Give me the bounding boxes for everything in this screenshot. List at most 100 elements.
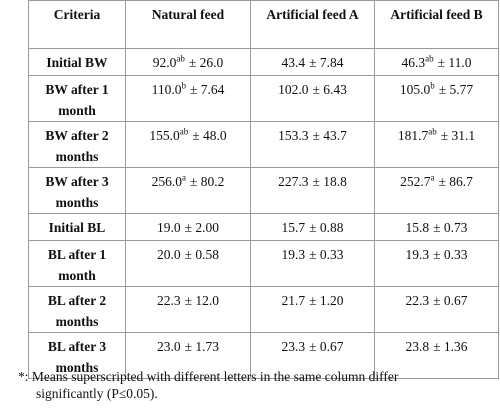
- data-cell: 46.3ab ± 11.0: [374, 48, 499, 76]
- data-cell: 19.3 ± 0.33: [374, 240, 499, 287]
- mean-value: 46.3: [401, 55, 426, 70]
- std-error: ± 80.2: [189, 174, 225, 189]
- std-error: ± 1.36: [433, 339, 468, 354]
- data-cell: 153.3 ± 43.7: [250, 121, 375, 168]
- mean-value: 92.0: [152, 55, 177, 70]
- data-cell: 227.3 ± 18.8: [250, 167, 375, 214]
- row-label: BW after 1 month: [28, 75, 126, 122]
- footnote: *: Means superscripted with different le…: [18, 369, 399, 401]
- data-cell: 110.0b ± 7.64: [125, 75, 251, 122]
- mean-value: 105.0: [399, 82, 431, 97]
- mean-value: 20.0: [156, 247, 181, 262]
- table-row: BL after 3 months 23.0 ± 1.73 23.3 ± 0.67 23.…: [28, 332, 499, 379]
- table-row: BW after 3 months 256.0a ± 80.2 227.3 ± 18.8…: [28, 167, 499, 214]
- std-error: ± 6.43: [312, 82, 347, 97]
- significance-letters: ab: [179, 126, 189, 137]
- data-cell: 92.0ab ± 26.0: [125, 48, 251, 76]
- mean-value: 110.0: [151, 82, 182, 97]
- mean-value: 102.0: [278, 82, 309, 97]
- mean-value: 256.0: [151, 174, 182, 189]
- std-error: ± 31.1: [440, 128, 476, 143]
- header-cell: Artificial feed A: [250, 0, 375, 49]
- header-row: Criteria Natural feed Artificial feed A Art…: [28, 0, 499, 49]
- row-label: BL after 1 month: [28, 240, 126, 287]
- data-cell: 181.7ab ± 31.1: [374, 121, 499, 168]
- mean-value: 22.3: [156, 293, 181, 308]
- row-label: BL after 3 months: [28, 332, 126, 379]
- mean-value: 252.7: [400, 174, 431, 189]
- significance-letters: a: [430, 172, 435, 183]
- header-cell: Artificial feed B: [374, 0, 499, 49]
- data-cell: 252.7a ± 86.7: [374, 167, 499, 214]
- std-error: ± 5.77: [438, 82, 474, 97]
- std-error: ± 18.8: [312, 174, 347, 189]
- data-cell: 43.4 ± 7.84: [250, 48, 375, 76]
- std-error: ± 26.0: [188, 55, 224, 70]
- row-label: Initial BW: [28, 48, 126, 76]
- data-cell: 22.3 ± 0.67: [374, 286, 499, 333]
- mean-value: 155.0: [149, 128, 180, 143]
- mean-value: 19.3: [281, 247, 306, 262]
- table-body: Initial BW 92.0ab ± 26.0 43.4 ± 7.84 46.3ab ± …: [28, 48, 499, 379]
- data-cell: 102.0 ± 6.43: [250, 75, 375, 122]
- data-cell: 19.3 ± 0.33: [250, 240, 375, 287]
- std-error: ± 1.20: [309, 293, 344, 308]
- mean-value: 21.7: [281, 293, 306, 308]
- std-error: ± 0.33: [309, 247, 344, 262]
- data-cell: 15.8 ± 0.73: [374, 213, 499, 241]
- significance-letters: ab: [176, 53, 185, 64]
- mean-value: 181.7: [397, 128, 429, 143]
- table-row: BW after 1 month 110.0b ± 7.64 102.0 ± 6.43 1…: [28, 75, 499, 122]
- data-cell: 23.0 ± 1.73: [125, 332, 251, 379]
- std-error: ± 2.00: [184, 220, 220, 235]
- data-cell: 20.0 ± 0.58: [125, 240, 251, 287]
- mean-value: 22.3: [405, 293, 430, 308]
- data-cell: 23.8 ± 1.36: [374, 332, 499, 379]
- std-error: ± 0.58: [184, 247, 220, 262]
- mean-value: 15.7: [281, 220, 306, 235]
- mean-value: 227.3: [278, 174, 309, 189]
- mean-value: 43.4: [281, 55, 306, 70]
- std-error: ± 0.67: [309, 339, 344, 354]
- data-cell: 155.0ab ± 48.0: [125, 121, 251, 168]
- std-error: ± 86.7: [438, 174, 473, 189]
- significance-letters: b: [181, 80, 186, 91]
- mean-value: 15.8: [405, 220, 430, 235]
- data-cell: 21.7 ± 1.20: [250, 286, 375, 333]
- data-cell: 23.3 ± 0.67: [250, 332, 375, 379]
- std-error: ± 7.64: [189, 82, 225, 97]
- results-table: Criteria Natural feed Artificial feed A Art…: [28, 0, 499, 379]
- data-cell: 22.3 ± 12.0: [125, 286, 251, 333]
- header-cell: Natural feed: [125, 0, 251, 49]
- row-label: BW after 3 months: [28, 167, 126, 214]
- table-row: BW after 2 months 155.0ab ± 48.0 153.3 ± 43.…: [28, 121, 499, 168]
- data-cell: 19.0 ± 2.00: [125, 213, 251, 241]
- std-error: ± 1.73: [184, 339, 220, 354]
- std-error: ± 43.7: [312, 128, 347, 143]
- std-error: ± 12.0: [184, 293, 220, 308]
- std-error: ± 0.88: [309, 220, 344, 235]
- row-label: BL after 2 months: [28, 286, 126, 333]
- mean-value: 19.0: [156, 220, 181, 235]
- mean-value: 153.3: [278, 128, 309, 143]
- data-cell: 256.0a ± 80.2: [125, 167, 251, 214]
- header-cell: Criteria: [28, 0, 126, 49]
- table-row: Initial BL 19.0 ± 2.00 15.7 ± 0.88 15.8 ± 0.73: [28, 213, 499, 241]
- table-row: BL after 1 month 20.0 ± 0.58 19.3 ± 0.33 19.3…: [28, 240, 499, 287]
- mean-value: 23.3: [281, 339, 306, 354]
- data-cell: 105.0b ± 5.77: [374, 75, 499, 122]
- table-row: Initial BW 92.0ab ± 26.0 43.4 ± 7.84 46.3ab ± …: [28, 48, 499, 76]
- significance-letters: a: [181, 172, 186, 183]
- std-error: ± 7.84: [309, 55, 344, 70]
- significance-letters: ab: [425, 53, 434, 64]
- table-row: BL after 2 months 22.3 ± 12.0 21.7 ± 1.20 22.…: [28, 286, 499, 333]
- data-cell: 15.7 ± 0.88: [250, 213, 375, 241]
- std-error: ± 0.33: [433, 247, 468, 262]
- std-error: ± 11.0: [437, 55, 472, 70]
- std-error: ± 0.73: [433, 220, 468, 235]
- std-error: ± 48.0: [192, 128, 227, 143]
- mean-value: 23.0: [156, 339, 181, 354]
- mean-value: 19.3: [405, 247, 430, 262]
- significance-letters: b: [430, 80, 435, 91]
- row-label: Initial BL: [28, 213, 126, 241]
